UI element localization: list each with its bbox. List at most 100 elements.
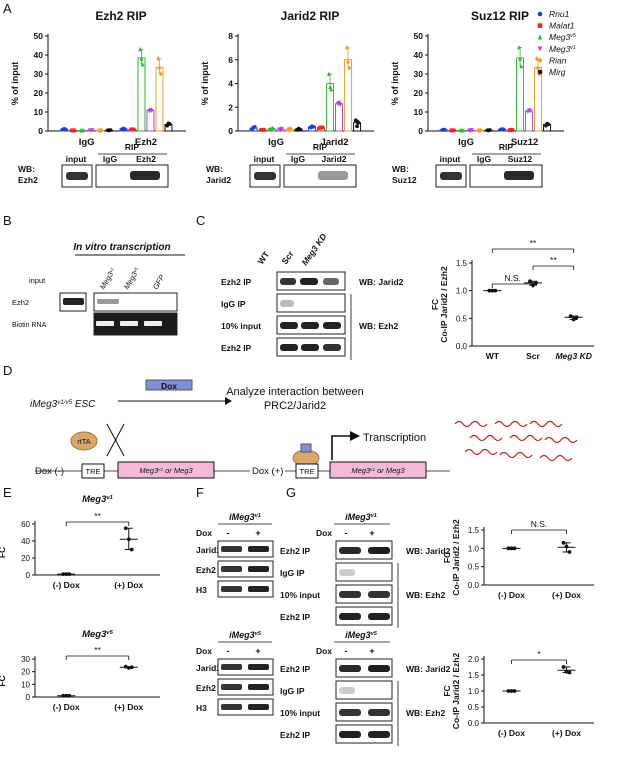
rna-squiggle [539, 454, 573, 462]
data-point [64, 693, 69, 698]
y-tick-label: 1.5 [468, 671, 480, 680]
y-tick-label: 10 [34, 107, 44, 117]
cell-line: iMeg3v1/v5 ESC [30, 399, 96, 411]
row-label: Ezh2 IP [221, 343, 252, 353]
data-point [512, 689, 517, 693]
row-label: Ezh2 IP [221, 277, 252, 287]
row-label: IgG IP [221, 299, 246, 309]
chart-title: Suz12 RIP [471, 9, 529, 23]
y-tick-label: 60 [21, 520, 30, 529]
dox-minus: - [227, 528, 230, 538]
blot-band [280, 278, 296, 285]
y-axis-label-top: FC [430, 299, 440, 310]
panel-g-1: iMeg3v5 Dox - + Ezh2 IP IgG IP 10% input Ezh2 I… [280, 630, 451, 746]
panel-g-0: iMeg3v1 Dox - + Ezh2 IP IgG IP 10% input Ezh2 I… [280, 512, 451, 628]
y-tick-label: 0.0 [456, 342, 468, 351]
data-point [509, 689, 514, 693]
wb-label: WB: Ezh2 [406, 708, 445, 718]
data-point [64, 572, 69, 577]
rip-label: RIP [125, 142, 140, 152]
data-point [129, 665, 134, 670]
data-point [338, 102, 343, 108]
blot-band [248, 586, 269, 592]
row-label: Ezh2 IP [280, 612, 311, 622]
chart-title: Jarid2 RIP [281, 9, 340, 23]
wb-target: Suz12 [392, 175, 417, 185]
blot-band [323, 344, 341, 351]
lane-label: Meg3v5 [122, 266, 142, 291]
y-tick-label: 1.5 [456, 259, 468, 268]
blot-box [335, 606, 393, 626]
row-label: 10% input [280, 590, 320, 600]
bar-chart-0: Ezh2 RIP % of input 0 10 20 30 40 50 IgG Ezh2 [10, 9, 186, 148]
blot-band [300, 278, 318, 285]
data-point [108, 128, 113, 132]
data-point [487, 128, 492, 132]
blot-band [221, 546, 242, 552]
y-axis-label: % of input [390, 62, 400, 106]
y-tick-label: 40 [21, 537, 30, 546]
data-point [451, 128, 456, 133]
data-point [72, 128, 77, 133]
dot-plot-3: 0.0 0.5 1.0 1.5 FC Co-IP Jarid2 / Ezh2 (-) Dox… [442, 519, 594, 600]
blot-band [248, 664, 269, 670]
y-tick-label: 2 [228, 102, 233, 112]
blot-band [339, 591, 361, 598]
y-tick-label: 40 [34, 50, 44, 60]
gel-band [120, 321, 138, 326]
transcription-label: Transcription [363, 432, 426, 444]
data-point [506, 689, 511, 693]
blot-band [339, 569, 355, 576]
data-point [344, 45, 349, 51]
row-label: 10% input [221, 321, 261, 331]
data-point [567, 550, 572, 554]
y-tick-label: 0 [228, 126, 233, 136]
x-tick-label: WT [486, 351, 500, 361]
dox-label: Dox [196, 528, 212, 538]
blot-band [339, 731, 361, 738]
row-label: Biotin RNA [12, 322, 47, 329]
blot-box [335, 540, 393, 560]
blot-band [248, 546, 269, 552]
lane-label: input [254, 154, 275, 164]
legend-label: Meg3v1 [549, 44, 576, 54]
construct-box [329, 461, 427, 479]
rna-squiggle [469, 434, 503, 442]
blot-band [221, 684, 242, 690]
data-point [561, 540, 566, 545]
data-point [574, 315, 579, 320]
y-tick-label: 40 [414, 50, 424, 60]
blot-band [339, 613, 361, 620]
dox-minus: - [345, 528, 348, 538]
blot-box [217, 658, 274, 676]
sig-label: ** [94, 645, 101, 655]
blot-box [217, 698, 274, 716]
analyze-text: PRC2/Jarid2 [264, 400, 326, 412]
row-label: Ezh2 IP [280, 664, 311, 674]
dox-label: Dox [161, 381, 177, 391]
blot-band [368, 613, 390, 620]
y-tick-label: 8 [228, 31, 233, 41]
sig-label: ** [530, 238, 537, 248]
lane-label: Suz12 [508, 154, 533, 164]
data-point [252, 124, 257, 129]
dox-label: Dox [316, 528, 332, 538]
blot-band [368, 709, 390, 716]
blot-band [254, 172, 276, 180]
lane-label: Ezh2 [136, 154, 156, 164]
y-axis-label: % of input [10, 62, 20, 106]
lane-label: Jarid2 [321, 154, 346, 164]
data-point [355, 124, 359, 129]
panel-letter-E: E [3, 485, 12, 500]
data-point [158, 71, 163, 77]
data-point [564, 669, 569, 674]
data-point [320, 125, 325, 130]
dot-plot-2: 0 10 20 30 FC Meg3v5 (-) Dox (+) Dox ** [0, 629, 160, 712]
x-tick-label: (-) Dox [498, 728, 525, 738]
bar [525, 110, 534, 132]
data-point [534, 281, 538, 285]
data-point [469, 128, 474, 133]
lane-label: input [440, 154, 461, 164]
